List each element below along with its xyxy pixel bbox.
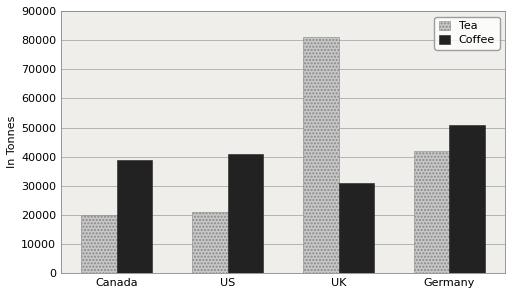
Bar [303,37,338,273]
Legend: Tea, Coffee: Tea, Coffee [434,17,500,50]
Bar [450,124,485,273]
Bar [192,212,228,273]
Bar [117,160,152,273]
Bar [414,151,450,273]
Bar [228,154,263,273]
Bar [81,215,117,273]
Y-axis label: In Tonnes: In Tonnes [7,116,17,168]
Bar [338,183,374,273]
